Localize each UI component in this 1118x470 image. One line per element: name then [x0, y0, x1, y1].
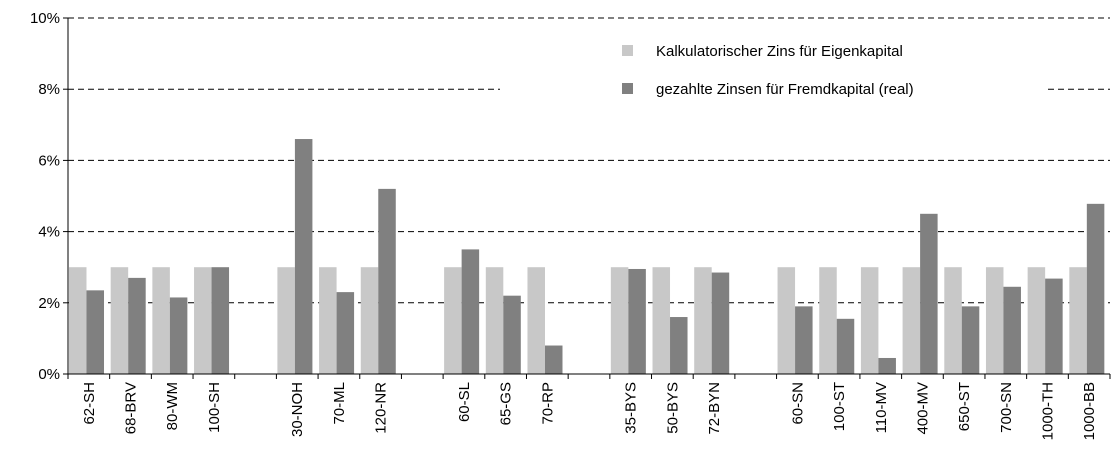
x-tick-label: 68-BRV [123, 382, 140, 434]
x-tick-label: 100-ST [831, 382, 848, 431]
bar [711, 272, 730, 374]
bar [1045, 278, 1063, 374]
bar [961, 306, 980, 374]
bar [277, 267, 295, 374]
bar [1003, 286, 1021, 374]
legend-box [500, 28, 1045, 110]
x-tick-label: 30-NOH [289, 382, 306, 437]
x-tick-label: 80-WM [164, 382, 181, 430]
x-tick-label: 110-MV [873, 382, 890, 433]
legend-swatch [622, 83, 633, 94]
y-tick-label: 4% [38, 224, 60, 241]
x-tick-label: 50-BYS [664, 382, 681, 434]
y-tick-label: 0% [38, 366, 60, 383]
bar [152, 267, 170, 374]
bar [836, 318, 855, 374]
bar [1069, 267, 1087, 374]
legend-label: gezahlte Zinsen für Fremdkapital (real) [656, 81, 914, 98]
bar [461, 249, 480, 374]
y-tick-label: 10% [30, 10, 60, 27]
x-tick-label: 100-SH [206, 382, 223, 433]
bar [360, 267, 379, 374]
x-tick-label: 70-RP [539, 382, 556, 425]
legend-swatch [622, 45, 633, 56]
bar [527, 267, 545, 374]
bar [860, 267, 879, 374]
bar [902, 267, 921, 374]
bar [628, 268, 646, 374]
x-tick-label: 650-ST [956, 382, 973, 431]
x-tick-label: 65-GS [498, 382, 515, 425]
bar [169, 297, 188, 374]
bar [485, 267, 504, 374]
bar [1027, 267, 1046, 374]
bar [795, 306, 813, 374]
bar [194, 267, 212, 374]
bar [211, 267, 230, 374]
bar [444, 267, 462, 374]
bar [69, 267, 87, 374]
bar [378, 188, 396, 374]
x-tick-label: 60-SL [456, 382, 473, 422]
y-tick-label: 2% [38, 295, 60, 312]
bar [878, 357, 896, 374]
bar [610, 267, 629, 374]
bar [294, 139, 313, 374]
bar [503, 295, 521, 374]
x-tick-label: 35-BYS [623, 382, 640, 434]
x-tick-label: 120-NR [373, 382, 390, 434]
bar [128, 277, 146, 374]
y-tick-label: 6% [38, 152, 60, 169]
x-tick-label: 62-SH [81, 382, 98, 425]
y-tick-label: 8% [38, 81, 60, 98]
bar [819, 267, 837, 374]
bar [777, 267, 796, 374]
bar [694, 267, 712, 374]
x-tick-label: 1000-TH [1039, 382, 1056, 440]
bar [985, 267, 1004, 374]
bar [319, 267, 337, 374]
bar [110, 267, 129, 374]
bar [944, 267, 962, 374]
x-tick-label: 70-ML [331, 382, 348, 425]
bar [544, 345, 563, 374]
bar [1086, 203, 1105, 374]
bar [920, 213, 938, 374]
bar [652, 267, 671, 374]
x-tick-label: 700-SN [998, 382, 1015, 433]
bar [336, 292, 355, 374]
bar [670, 317, 688, 374]
x-tick-label: 1000-BB [1081, 382, 1098, 440]
x-tick-label: 400-MV [914, 382, 931, 435]
x-tick-label: 60-SN [789, 382, 806, 425]
bar [86, 290, 105, 374]
x-tick-label: 72-BYN [706, 382, 723, 435]
legend-label: Kalkulatorischer Zins für Eigenkapital [656, 43, 903, 60]
